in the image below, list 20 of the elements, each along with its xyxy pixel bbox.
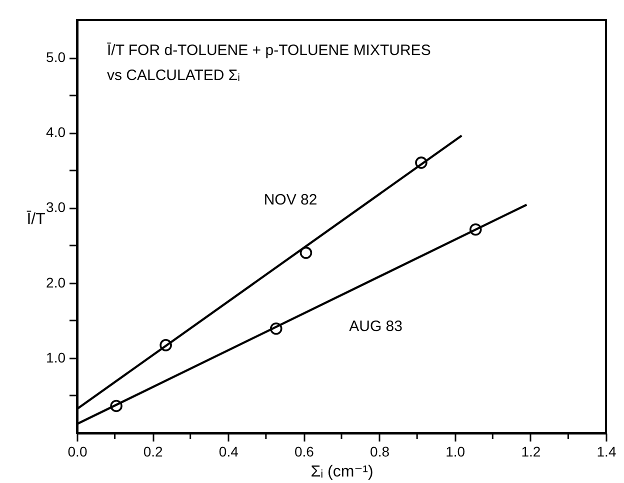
x-tick-label: 0.6 (294, 444, 314, 460)
series-label: AUG 83 (349, 318, 402, 336)
point (300, 246, 312, 259)
y-tick-label: 3.0 (46, 199, 66, 216)
x-axis-title: Σᵢ (cm⁻¹) (310, 464, 374, 480)
text: vs CALCULATED Σᵢ (107, 67, 240, 84)
y-tick-label: 1.0 (46, 349, 66, 366)
x-tick-label: 1.2 (521, 444, 541, 460)
x-tick-label: 0.2 (143, 444, 164, 460)
y-axis-title: Ī/T (26, 210, 46, 228)
text: Ī/T FOR d-TOLUENE + p-TOLUENE MIXTURES (107, 42, 431, 59)
x-tick-label: 0.0 (68, 444, 88, 460)
x-tick-label: 0.4 (218, 444, 239, 460)
x-tick-label: 0.8 (370, 444, 390, 460)
y-tick-label: 4.0 (46, 124, 66, 140)
x-tick-label: 1.4 (596, 444, 616, 460)
x-tick-label: 1.0 (446, 444, 466, 460)
series-label: NOV 82 (264, 192, 318, 209)
y-tick-label: 5.0 (46, 49, 66, 66)
y-tick-label: 2.0 (46, 274, 66, 290)
